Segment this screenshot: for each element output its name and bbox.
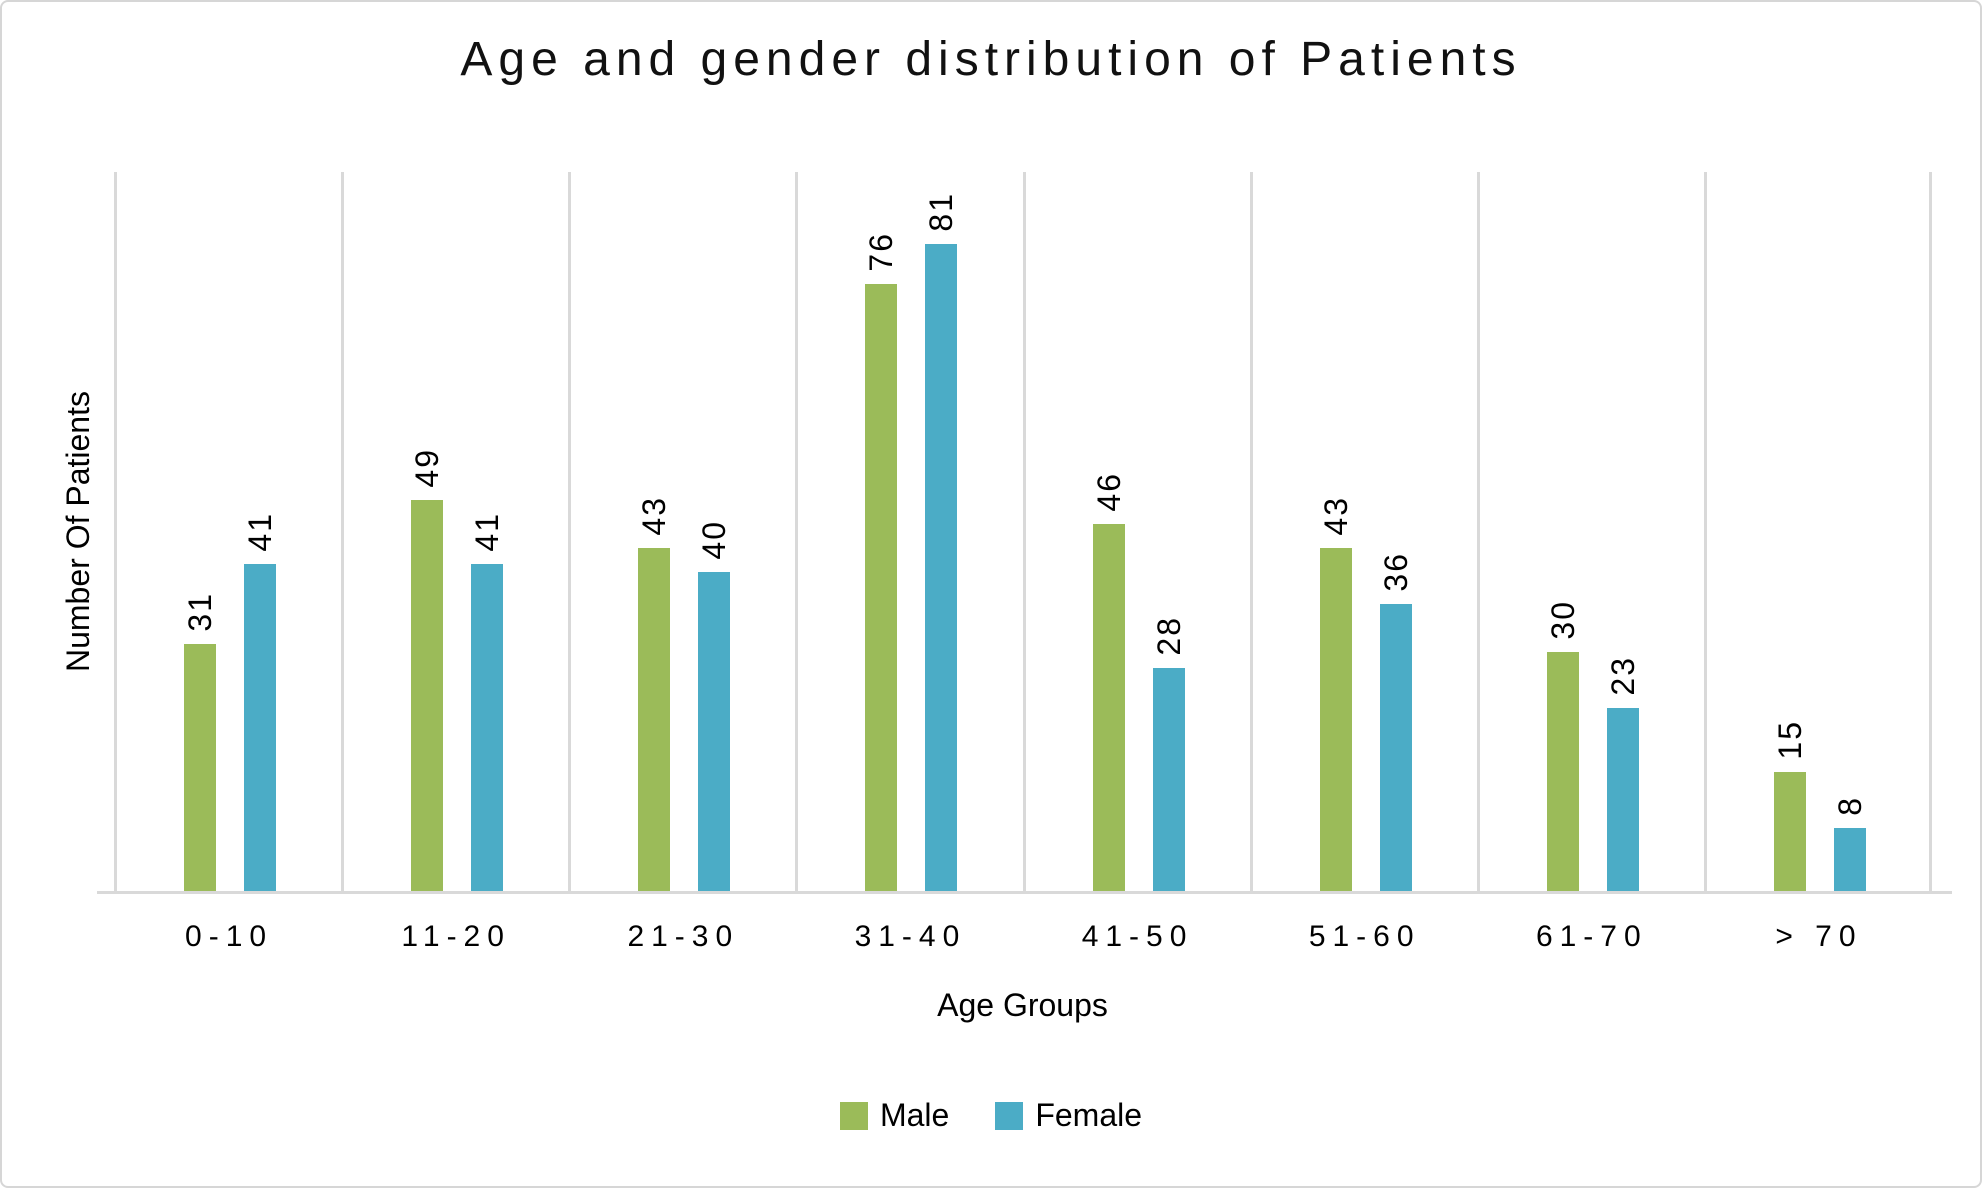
- legend-swatch-male: [839, 1101, 868, 1130]
- x-axis-label: 21-30: [627, 920, 740, 953]
- x-axis-label: 41-50: [1081, 920, 1194, 953]
- x-axis-line: [97, 891, 1952, 894]
- female-bar: [925, 244, 958, 892]
- female-bar: [471, 564, 504, 892]
- x-axis-title: Age Groups: [937, 987, 1108, 1023]
- bar-value-label: 46: [1090, 472, 1127, 512]
- bar-value-label: 49: [409, 448, 446, 488]
- gridline-right: [1929, 172, 1932, 892]
- bar-value-label: 23: [1604, 656, 1641, 696]
- bar-value-label: 28: [1150, 616, 1187, 656]
- x-axis-label: 61-70: [1535, 920, 1648, 953]
- x-axis-label: > 70: [1775, 920, 1863, 953]
- legend-swatch-female: [995, 1101, 1024, 1130]
- male-bar: [638, 548, 671, 892]
- category-cell: 15 8 > 70: [1703, 172, 1931, 953]
- bar-value-label: 36: [1377, 552, 1414, 592]
- legend-label: Female: [1035, 1097, 1143, 1133]
- bar-value-label: 31: [182, 592, 218, 632]
- category-cell: 43 40 21-30: [568, 172, 795, 953]
- male-bar: [865, 284, 898, 892]
- category-cell: 76 81 31-40: [795, 172, 1022, 953]
- legend-label: Male: [879, 1097, 950, 1133]
- category-cell: 31 41 0-10: [114, 172, 341, 953]
- male-bar: [1773, 772, 1806, 892]
- bar-value-label: 41: [242, 512, 278, 552]
- y-axis-title: Number Of Patients: [60, 391, 96, 673]
- legend-item-female: Female: [995, 1097, 1142, 1134]
- male-bar: [1092, 524, 1125, 892]
- category-cell: 43 36 51-60: [1249, 172, 1477, 953]
- legend: Male Female: [2, 1097, 1980, 1134]
- plot-area: 31 41 0-10 49 41 11-20 43 40 21-30 76 81 31-40 46 28 4…: [97, 172, 1952, 953]
- female-bar: [1152, 668, 1185, 892]
- female-bar: [698, 572, 731, 892]
- bar-value-label: 81: [923, 192, 960, 232]
- category-cell: 46 28 41-50: [1022, 172, 1250, 953]
- male-bar: [1546, 652, 1579, 892]
- legend-item-male: Male: [839, 1097, 950, 1134]
- bar-value-label: 30: [1544, 600, 1581, 640]
- bar-value-label: 43: [1317, 496, 1354, 536]
- bar-value-label: 40: [696, 520, 733, 560]
- bar-value-label: 15: [1771, 720, 1808, 760]
- bar-value-label: 43: [636, 496, 673, 536]
- female-bar: [1606, 708, 1639, 892]
- male-bar: [411, 500, 444, 892]
- x-axis-label: 0-10: [185, 920, 274, 953]
- bar-value-label: 8: [1831, 796, 1868, 816]
- category-cell: 30 23 61-70: [1476, 172, 1704, 953]
- x-axis-label: 31-40: [854, 920, 967, 953]
- male-bar: [184, 644, 216, 892]
- female-bar: [1379, 604, 1412, 892]
- female-bar: [244, 564, 276, 892]
- bar-value-label: 76: [863, 232, 900, 272]
- plot-categories: 31 41 0-10 49 41 11-20 43 40 21-30 76 81 31-40 46 28 4…: [114, 172, 1931, 953]
- male-bar: [1319, 548, 1352, 892]
- bar-value-label: 41: [469, 512, 506, 552]
- chart-title: Age and gender distribution of Patients: [460, 33, 1522, 86]
- x-axis-label: 51-60: [1308, 920, 1421, 953]
- category-cell: 49 41 11-20: [341, 172, 568, 953]
- female-bar: [1833, 828, 1866, 892]
- x-axis-label: 11-20: [401, 920, 511, 953]
